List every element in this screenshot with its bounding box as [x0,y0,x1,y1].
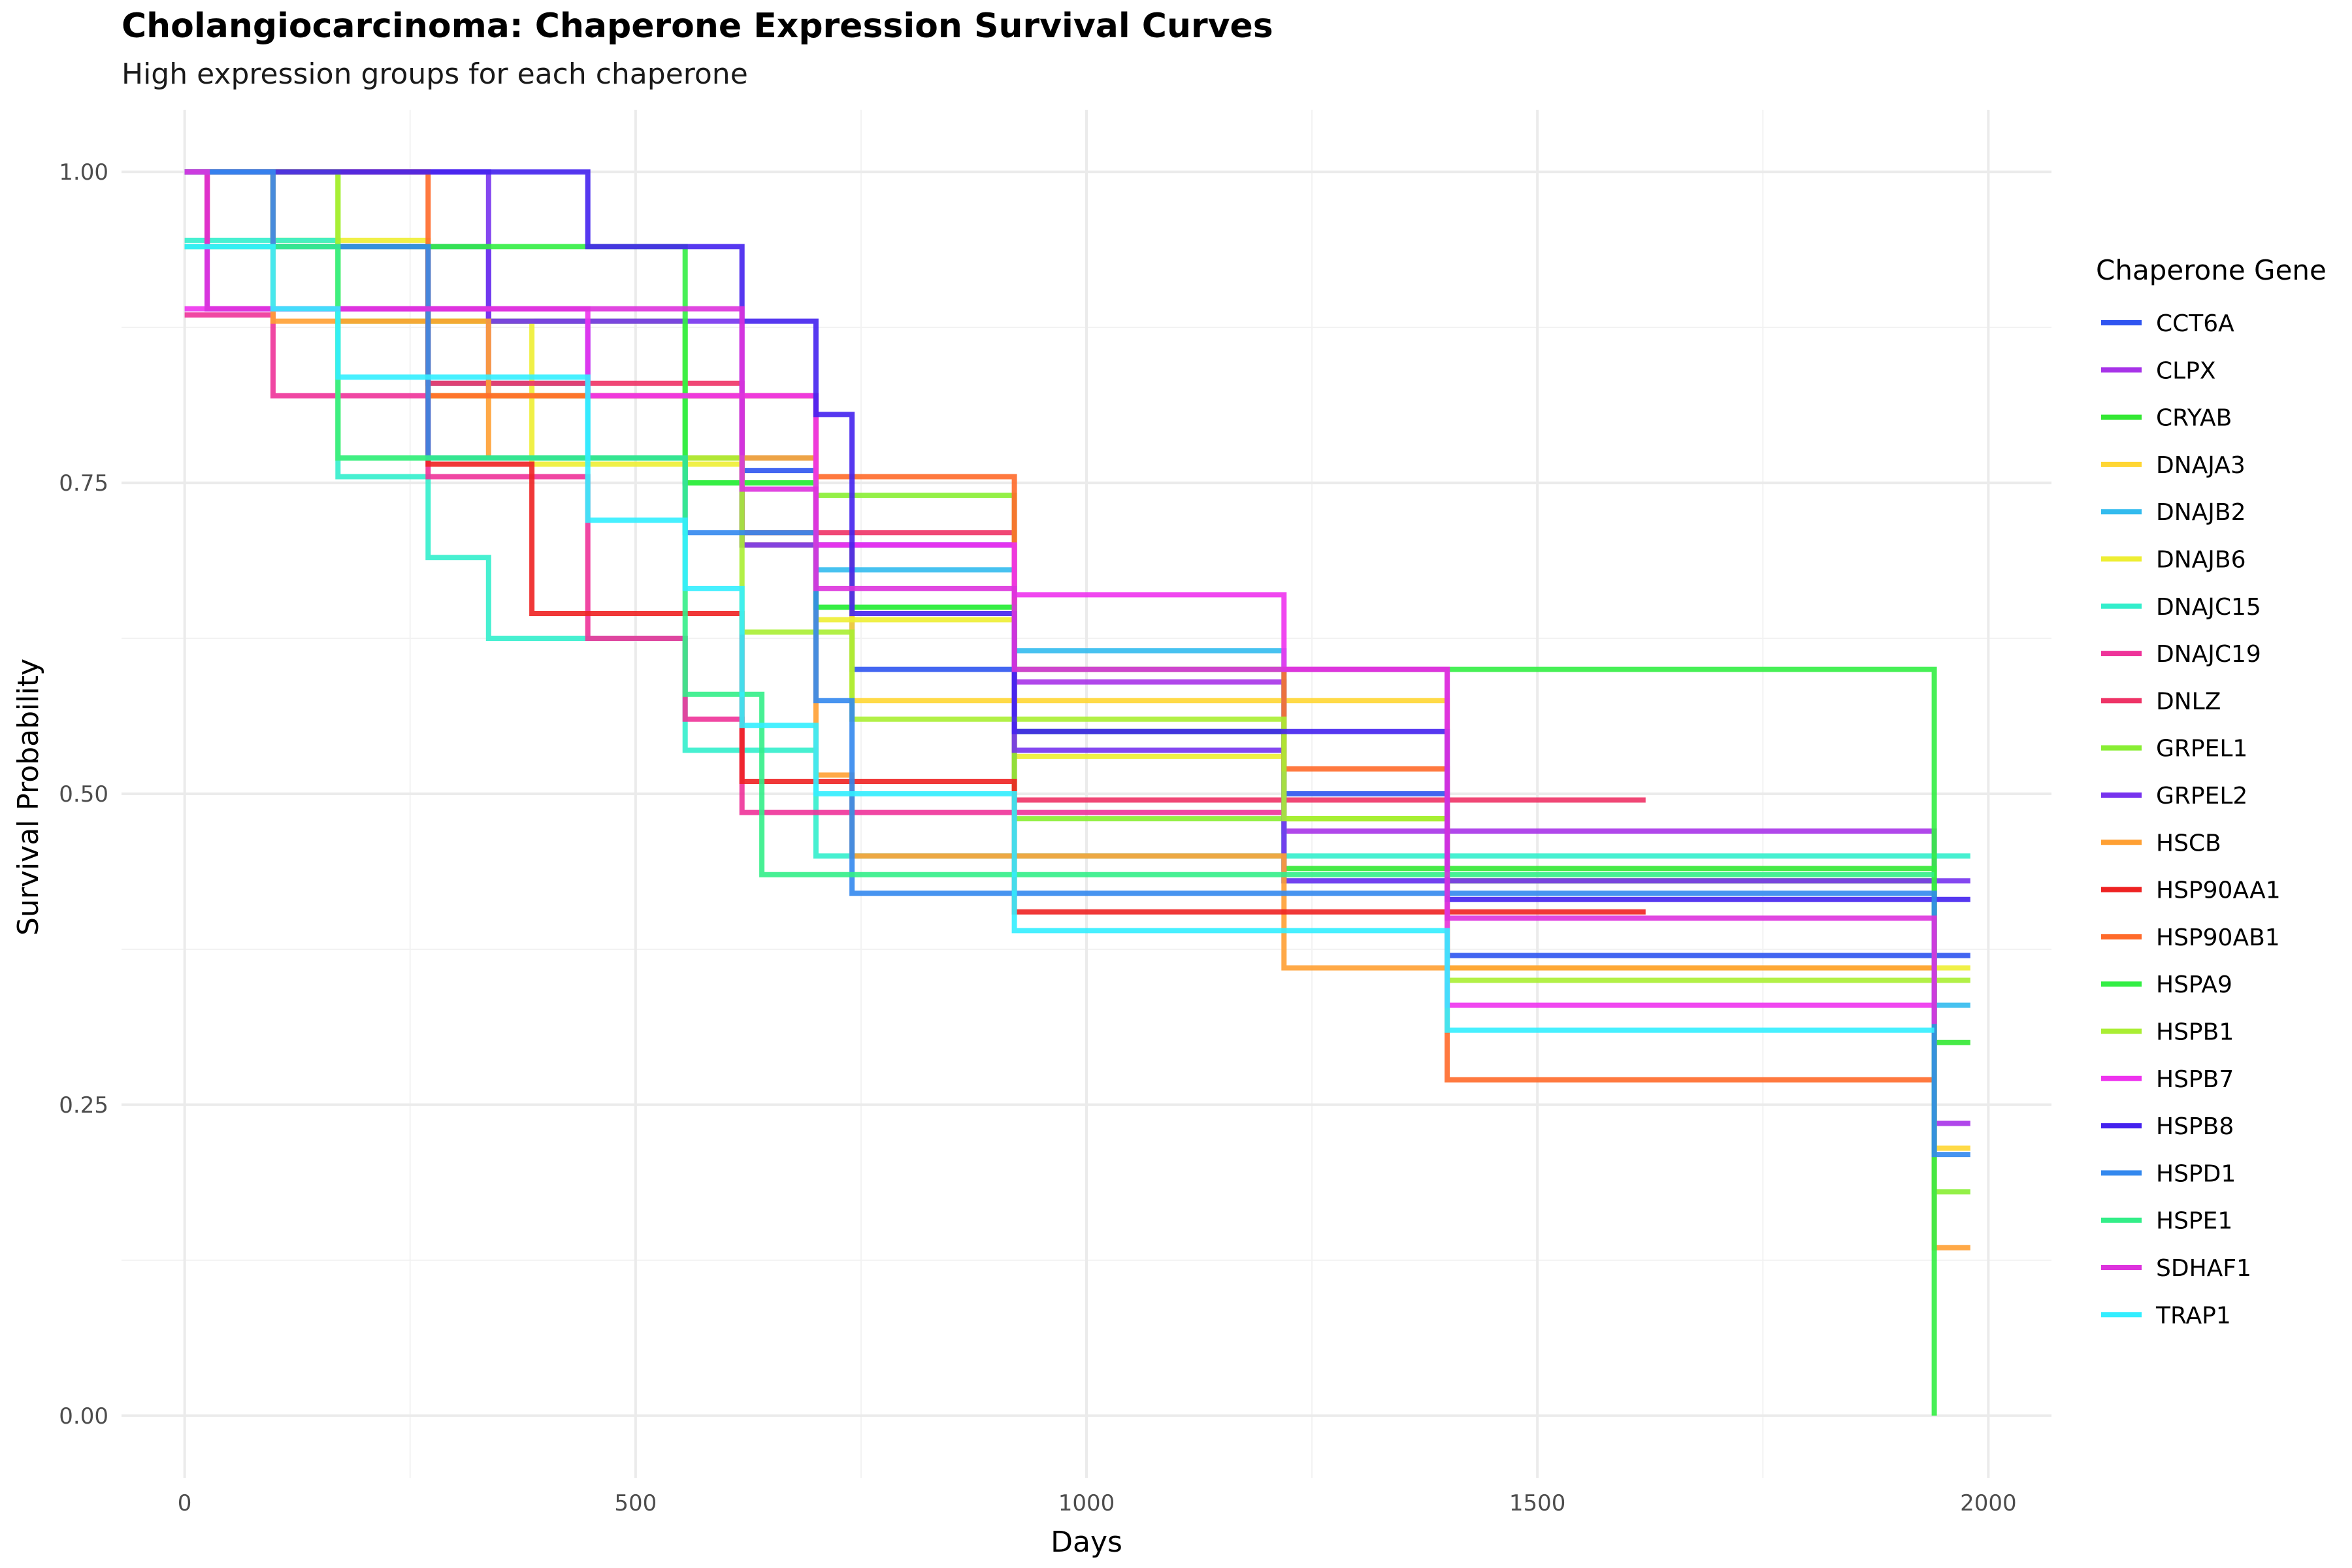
legend-label-trap1: TRAP1 [2155,1302,2231,1329]
series-line-hspb1 [184,169,1970,983]
series-line-dnaja3 [184,169,1970,1151]
series-line-trap1 [184,244,1935,1033]
x-tick-label: 500 [614,1490,657,1516]
grid-lines [122,110,2051,1478]
series-line-cct6a [184,169,1970,958]
series-line-dnajc19 [184,312,1285,815]
chart-title: Cholangiocarcinoma: Chaperone Expression… [122,7,1273,46]
legend-label-dnajc19: DNAJC19 [2156,641,2261,668]
legend-label-hspb8: HSPB8 [2156,1113,2234,1140]
series-line-sdhaf1 [184,169,1937,1024]
legend-label-dnajb6: DNAJB6 [2156,547,2246,574]
y-axis-title: Survival Probability [12,659,45,936]
series-line-hspb8 [184,169,1970,902]
legend-label-dnaja3: DNAJA3 [2156,452,2246,479]
legend-label-cct6a: CCT6A [2156,310,2234,337]
x-tick-label: 0 [178,1490,192,1516]
legend-label-hspd1: HSPD1 [2156,1160,2236,1187]
legend-label-clpx: CLPX [2156,357,2216,384]
y-tick-label: 0.00 [59,1403,108,1429]
legend-label-hscb: HSCB [2156,830,2221,857]
series-line-grpel2 [184,169,1970,884]
survival-curves [184,169,1970,1416]
legend-label-grpel1: GRPEL1 [2156,736,2247,762]
x-tick-label: 1000 [1058,1490,1115,1516]
legend-label-hspa9: HSPA9 [2156,972,2232,998]
x-axis-title: Days [1051,1526,1122,1559]
x-tick-label: 2000 [1960,1490,2017,1516]
series-line-hspe1 [184,244,1935,877]
series-line-hscb [184,169,1970,1250]
legend-label-grpel2: GRPEL2 [2156,783,2247,809]
legend-label-hsp90aa1: HSP90AA1 [2156,877,2281,904]
y-tick-label: 0.75 [59,470,108,497]
x-tick-label: 1500 [1509,1490,1566,1516]
legend-label-hspb1: HSPB1 [2156,1019,2234,1046]
y-tick-label: 0.50 [59,781,108,808]
legend-label-dnajc15: DNAJC15 [2156,594,2261,621]
legend-label-dnlz: DNLZ [2156,688,2221,715]
legend-label-dnajb2: DNAJB2 [2156,499,2246,526]
axis-ticks: 0 500 1000 1500 2000 0.00 0.25 0.50 0.75 1.00 [59,159,2016,1516]
legend-label-hspb7: HSPB7 [2156,1066,2234,1093]
series-line-dnajb6 [184,169,1970,971]
series-line-dnlz [184,169,1646,803]
series-line-dnajc15 [184,237,1970,859]
y-tick-label: 0.25 [59,1092,108,1119]
series-line-hspa9 [184,244,1937,1416]
legend-label-cryab: CRYAB [2156,405,2232,432]
legend: Chaperone Gene CCT6A CLPX CRYAB DNAJA3 DNAJB… [2096,254,2327,1329]
chart-subtitle: High expression groups for each chaperon… [122,57,748,91]
legend-label-sdhaf1: SDHAF1 [2156,1255,2251,1282]
legend-title: Chaperone Gene [2096,254,2327,286]
legend-label-hspe1: HSPE1 [2156,1208,2232,1235]
y-tick-label: 1.00 [59,159,108,186]
legend-label-hsp90ab1: HSP90AB1 [2156,924,2280,951]
